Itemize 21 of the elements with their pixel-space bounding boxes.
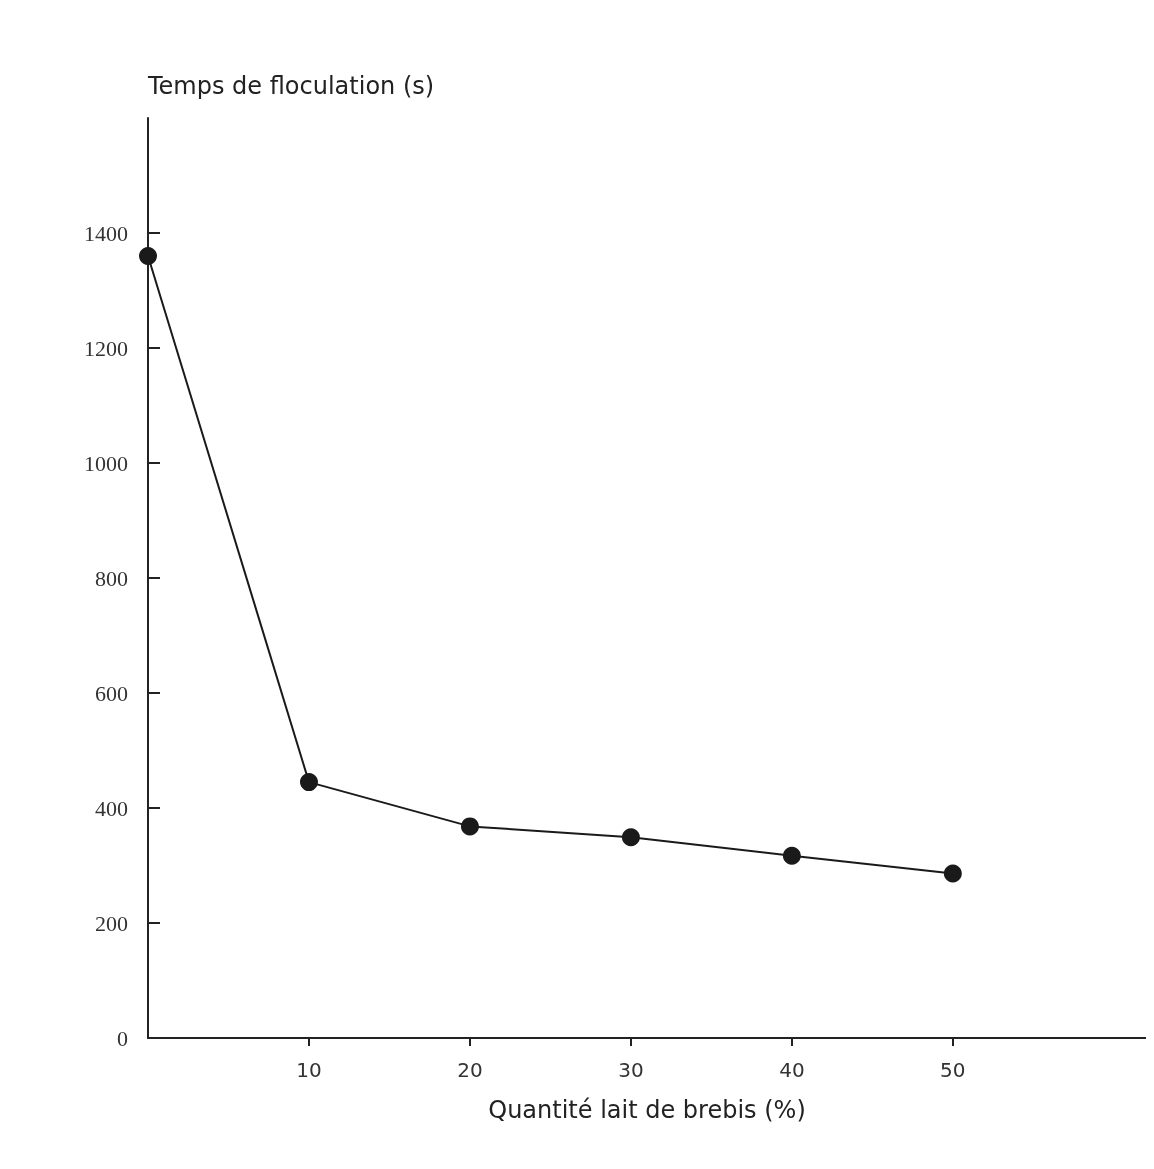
x-axis-title: Quantité lait de brebis (%) — [488, 1096, 806, 1124]
y-tick-label: 1200 — [84, 335, 128, 361]
point — [621, 828, 640, 847]
point — [299, 773, 318, 792]
x-tick-label: 10 — [296, 1058, 322, 1082]
x-tick-label: 50 — [940, 1058, 966, 1082]
x-tick-label: 30 — [618, 1058, 644, 1082]
point — [139, 247, 157, 265]
y-tick-label: 800 — [95, 565, 128, 591]
x-tick-label: 20 — [457, 1058, 483, 1082]
y-tick-label: 400 — [95, 795, 128, 821]
point — [943, 864, 962, 883]
y-axis-title: Temps de floculation (s) — [147, 72, 435, 100]
y-tick-label: 600 — [95, 680, 128, 706]
y-tick-label: 200 — [95, 910, 128, 936]
y-tick-label: 1000 — [84, 450, 128, 476]
point — [460, 817, 479, 836]
y-tick-label: 1400 — [84, 220, 128, 246]
point — [782, 846, 801, 865]
x-tick-label: 40 — [779, 1058, 805, 1082]
y-tick-label: 0 — [117, 1025, 128, 1051]
